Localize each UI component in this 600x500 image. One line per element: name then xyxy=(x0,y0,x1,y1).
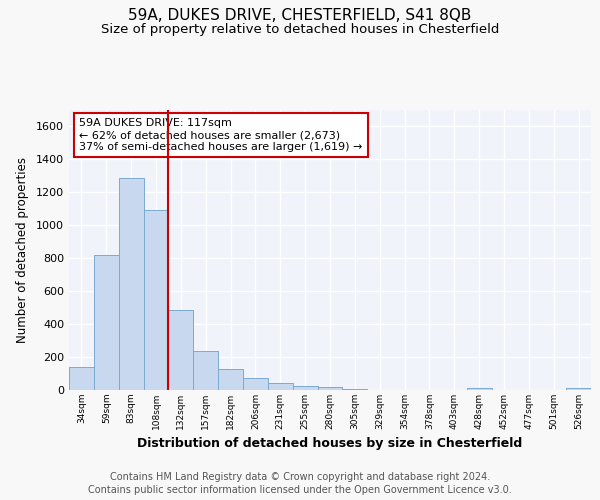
Bar xyxy=(467,388,491,390)
Text: Size of property relative to detached houses in Chesterfield: Size of property relative to detached ho… xyxy=(101,22,499,36)
Bar xyxy=(143,210,169,390)
Text: Contains public sector information licensed under the Open Government Licence v3: Contains public sector information licen… xyxy=(88,485,512,495)
Bar xyxy=(268,382,293,390)
Bar xyxy=(169,310,193,390)
Bar xyxy=(193,352,218,390)
Bar xyxy=(317,387,343,390)
Bar xyxy=(343,388,367,390)
Bar xyxy=(293,386,317,390)
Text: 59A, DUKES DRIVE, CHESTERFIELD, S41 8QB: 59A, DUKES DRIVE, CHESTERFIELD, S41 8QB xyxy=(128,8,472,22)
Bar xyxy=(94,255,119,390)
Text: Contains HM Land Registry data © Crown copyright and database right 2024.: Contains HM Land Registry data © Crown c… xyxy=(110,472,490,482)
Bar xyxy=(566,388,591,390)
Bar xyxy=(119,178,143,390)
Bar xyxy=(243,378,268,390)
Y-axis label: Number of detached properties: Number of detached properties xyxy=(16,157,29,343)
Bar xyxy=(69,367,94,390)
Text: 59A DUKES DRIVE: 117sqm
← 62% of detached houses are smaller (2,673)
37% of semi: 59A DUKES DRIVE: 117sqm ← 62% of detache… xyxy=(79,118,363,152)
Bar xyxy=(218,368,243,390)
X-axis label: Distribution of detached houses by size in Chesterfield: Distribution of detached houses by size … xyxy=(137,438,523,450)
